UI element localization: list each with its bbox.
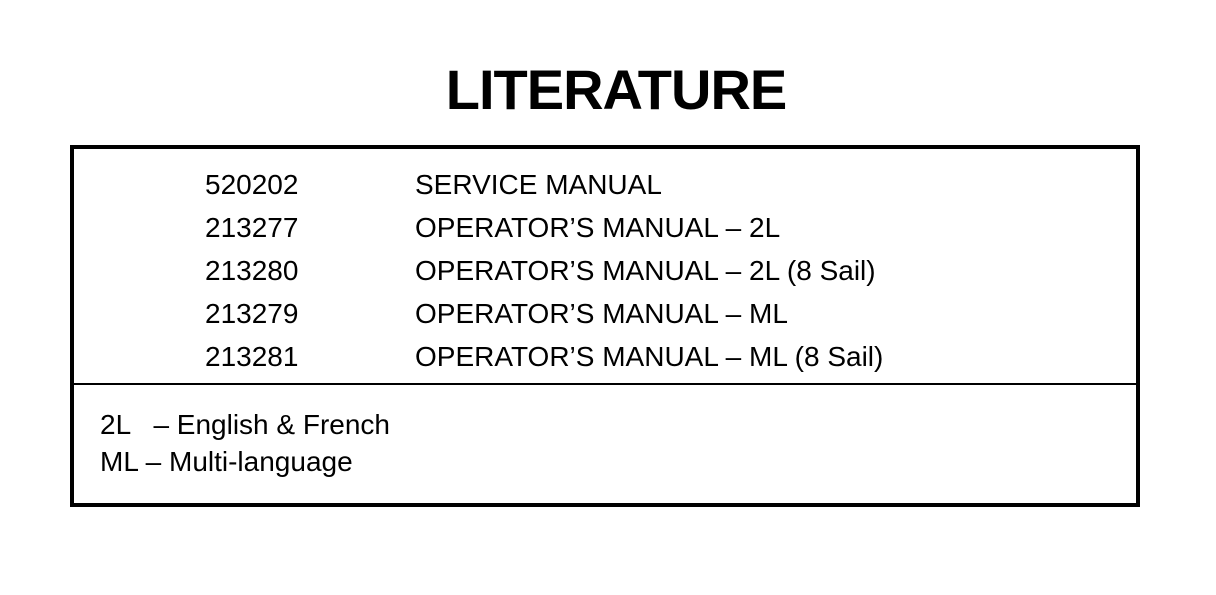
- description: OPERATOR’S MANUAL – 2L (8 Sail): [415, 255, 876, 286]
- divider: [74, 383, 1136, 385]
- description: OPERATOR’S MANUAL – ML: [415, 298, 788, 329]
- part-number: 213281: [205, 341, 299, 372]
- literature-table: 520202 SERVICE MANUAL 213277 OPERATOR’S …: [70, 145, 1140, 507]
- description: OPERATOR’S MANUAL – 2L: [415, 212, 781, 243]
- legend-note: ML – Multi-language: [100, 446, 353, 477]
- description: OPERATOR’S MANUAL – ML (8 Sail): [415, 341, 884, 372]
- part-number: 213277: [205, 212, 299, 243]
- part-number: 520202: [205, 169, 299, 200]
- part-number: 213280: [205, 255, 299, 286]
- legend-note: 2L – English & French: [100, 409, 391, 440]
- part-number: 213279: [205, 298, 299, 329]
- description: SERVICE MANUAL: [415, 169, 662, 200]
- page-title: LITERATURE: [445, 58, 788, 121]
